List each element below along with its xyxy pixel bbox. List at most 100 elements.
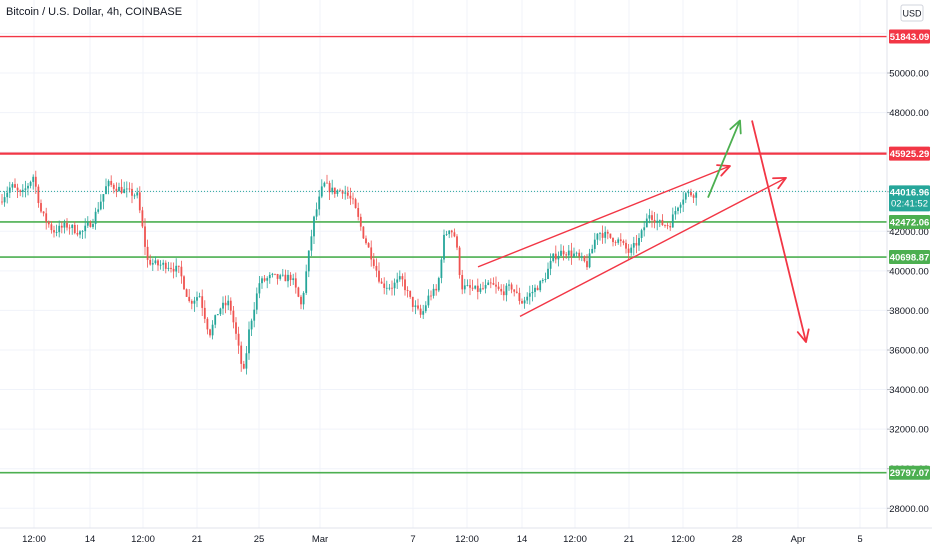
- level-tag-label: 42472.06: [890, 217, 930, 228]
- candle-up: [315, 209, 318, 217]
- candle-down: [263, 278, 266, 281]
- candle-down: [578, 252, 581, 257]
- candle-up: [305, 271, 308, 293]
- candle-up: [466, 285, 469, 286]
- price-tick-label: 36000.00: [889, 345, 929, 356]
- candle-up: [86, 222, 89, 226]
- candle-down: [417, 305, 419, 309]
- candle-down: [190, 301, 193, 304]
- candle-down: [614, 242, 617, 243]
- candle-down: [294, 278, 297, 288]
- candle-up: [271, 273, 274, 275]
- time-tick-label: 12:00: [455, 534, 479, 545]
- candle-up: [216, 314, 219, 316]
- candle-up: [437, 278, 440, 291]
- candle-down: [1, 201, 3, 203]
- candle-down: [47, 221, 50, 225]
- candle-down: [276, 274, 279, 279]
- drawings-layer[interactable]: [477, 119, 810, 343]
- candle-up: [27, 185, 29, 189]
- candle-up: [99, 201, 102, 210]
- candle-down: [157, 260, 159, 266]
- candle-down: [419, 308, 422, 315]
- time-tick-label: 21: [624, 534, 635, 545]
- candle-down: [349, 195, 352, 199]
- price-tick-label: 28000.00: [889, 504, 929, 515]
- candle-down: [115, 188, 118, 192]
- candle-down: [536, 287, 539, 291]
- channel-trendline[interactable]: [477, 165, 731, 268]
- candle-up: [640, 230, 643, 238]
- candle-down: [411, 296, 414, 307]
- candle-up: [684, 193, 687, 200]
- candle-up: [393, 282, 396, 289]
- candle-up: [193, 300, 196, 304]
- candle-down: [482, 288, 484, 290]
- time-axis[interactable]: 12:00 14 12:00 21 25 Mar 7 12:00 14 12:00 21 12:00 2…: [22, 534, 863, 545]
- projection-arrow[interactable]: [751, 120, 807, 343]
- candlestick-series: [1, 170, 698, 375]
- time-tick-label: 28: [732, 534, 743, 545]
- level-tag: [889, 465, 930, 480]
- candle-down: [609, 233, 612, 238]
- candle-down: [144, 226, 146, 247]
- candle-up: [94, 211, 97, 225]
- candle-up: [508, 284, 510, 286]
- candle-up: [658, 219, 661, 221]
- candle-down: [235, 322, 237, 334]
- candle-up: [671, 214, 674, 228]
- candle-up: [313, 216, 315, 237]
- price-tick-label: 34000.00: [889, 385, 929, 396]
- candle-down: [365, 238, 367, 244]
- candle-down: [346, 192, 349, 196]
- candle-down: [50, 224, 53, 231]
- channel-trendline[interactable]: [519, 177, 787, 317]
- candle-up: [6, 192, 9, 198]
- candle-up: [21, 189, 24, 192]
- time-tick-label: 5: [857, 534, 862, 545]
- candle-down: [183, 276, 185, 290]
- candle-up: [445, 234, 448, 235]
- candle-down: [40, 203, 42, 212]
- last-price-tag: 44016.96 02:41:52: [889, 185, 930, 212]
- candle-down: [203, 307, 206, 319]
- candle-down: [19, 190, 22, 192]
- candle-up: [159, 264, 162, 266]
- level-tag: [889, 29, 930, 44]
- projection-arrow[interactable]: [707, 120, 741, 198]
- candle-down: [354, 199, 357, 209]
- candle-up: [162, 262, 165, 265]
- price-tick-label: 48000.00: [889, 108, 929, 119]
- candle-down: [300, 296, 302, 305]
- price-tick-label: 32000.00: [889, 425, 929, 436]
- currency-button[interactable]: USD: [900, 4, 924, 22]
- candle-up: [318, 196, 321, 210]
- price-tick-label: 42000.00: [889, 227, 929, 238]
- time-tick-label: 21: [192, 534, 203, 545]
- level-tag-label: 45925.29: [890, 149, 930, 160]
- candle-down: [453, 232, 456, 237]
- candle-down: [237, 333, 240, 346]
- candle-up: [544, 278, 547, 280]
- candle-up: [3, 197, 6, 203]
- candle-up: [443, 234, 445, 260]
- time-tick-label: 12:00: [131, 534, 155, 545]
- candle-down: [401, 276, 404, 280]
- candle-down: [515, 291, 518, 293]
- level-tag-label: 51843.09: [890, 32, 930, 43]
- candle-up: [638, 237, 640, 246]
- candle-down: [378, 270, 380, 282]
- candle-down: [66, 222, 68, 228]
- candle-up: [479, 288, 482, 292]
- candle-down: [146, 246, 149, 260]
- time-tick-label: 12:00: [563, 534, 587, 545]
- candle-up: [250, 320, 253, 330]
- candle-up: [151, 263, 154, 265]
- candle-up: [344, 192, 347, 194]
- candle-up: [474, 285, 477, 289]
- candle-up: [154, 260, 157, 264]
- candle-up: [580, 256, 583, 258]
- candle-down: [669, 226, 672, 228]
